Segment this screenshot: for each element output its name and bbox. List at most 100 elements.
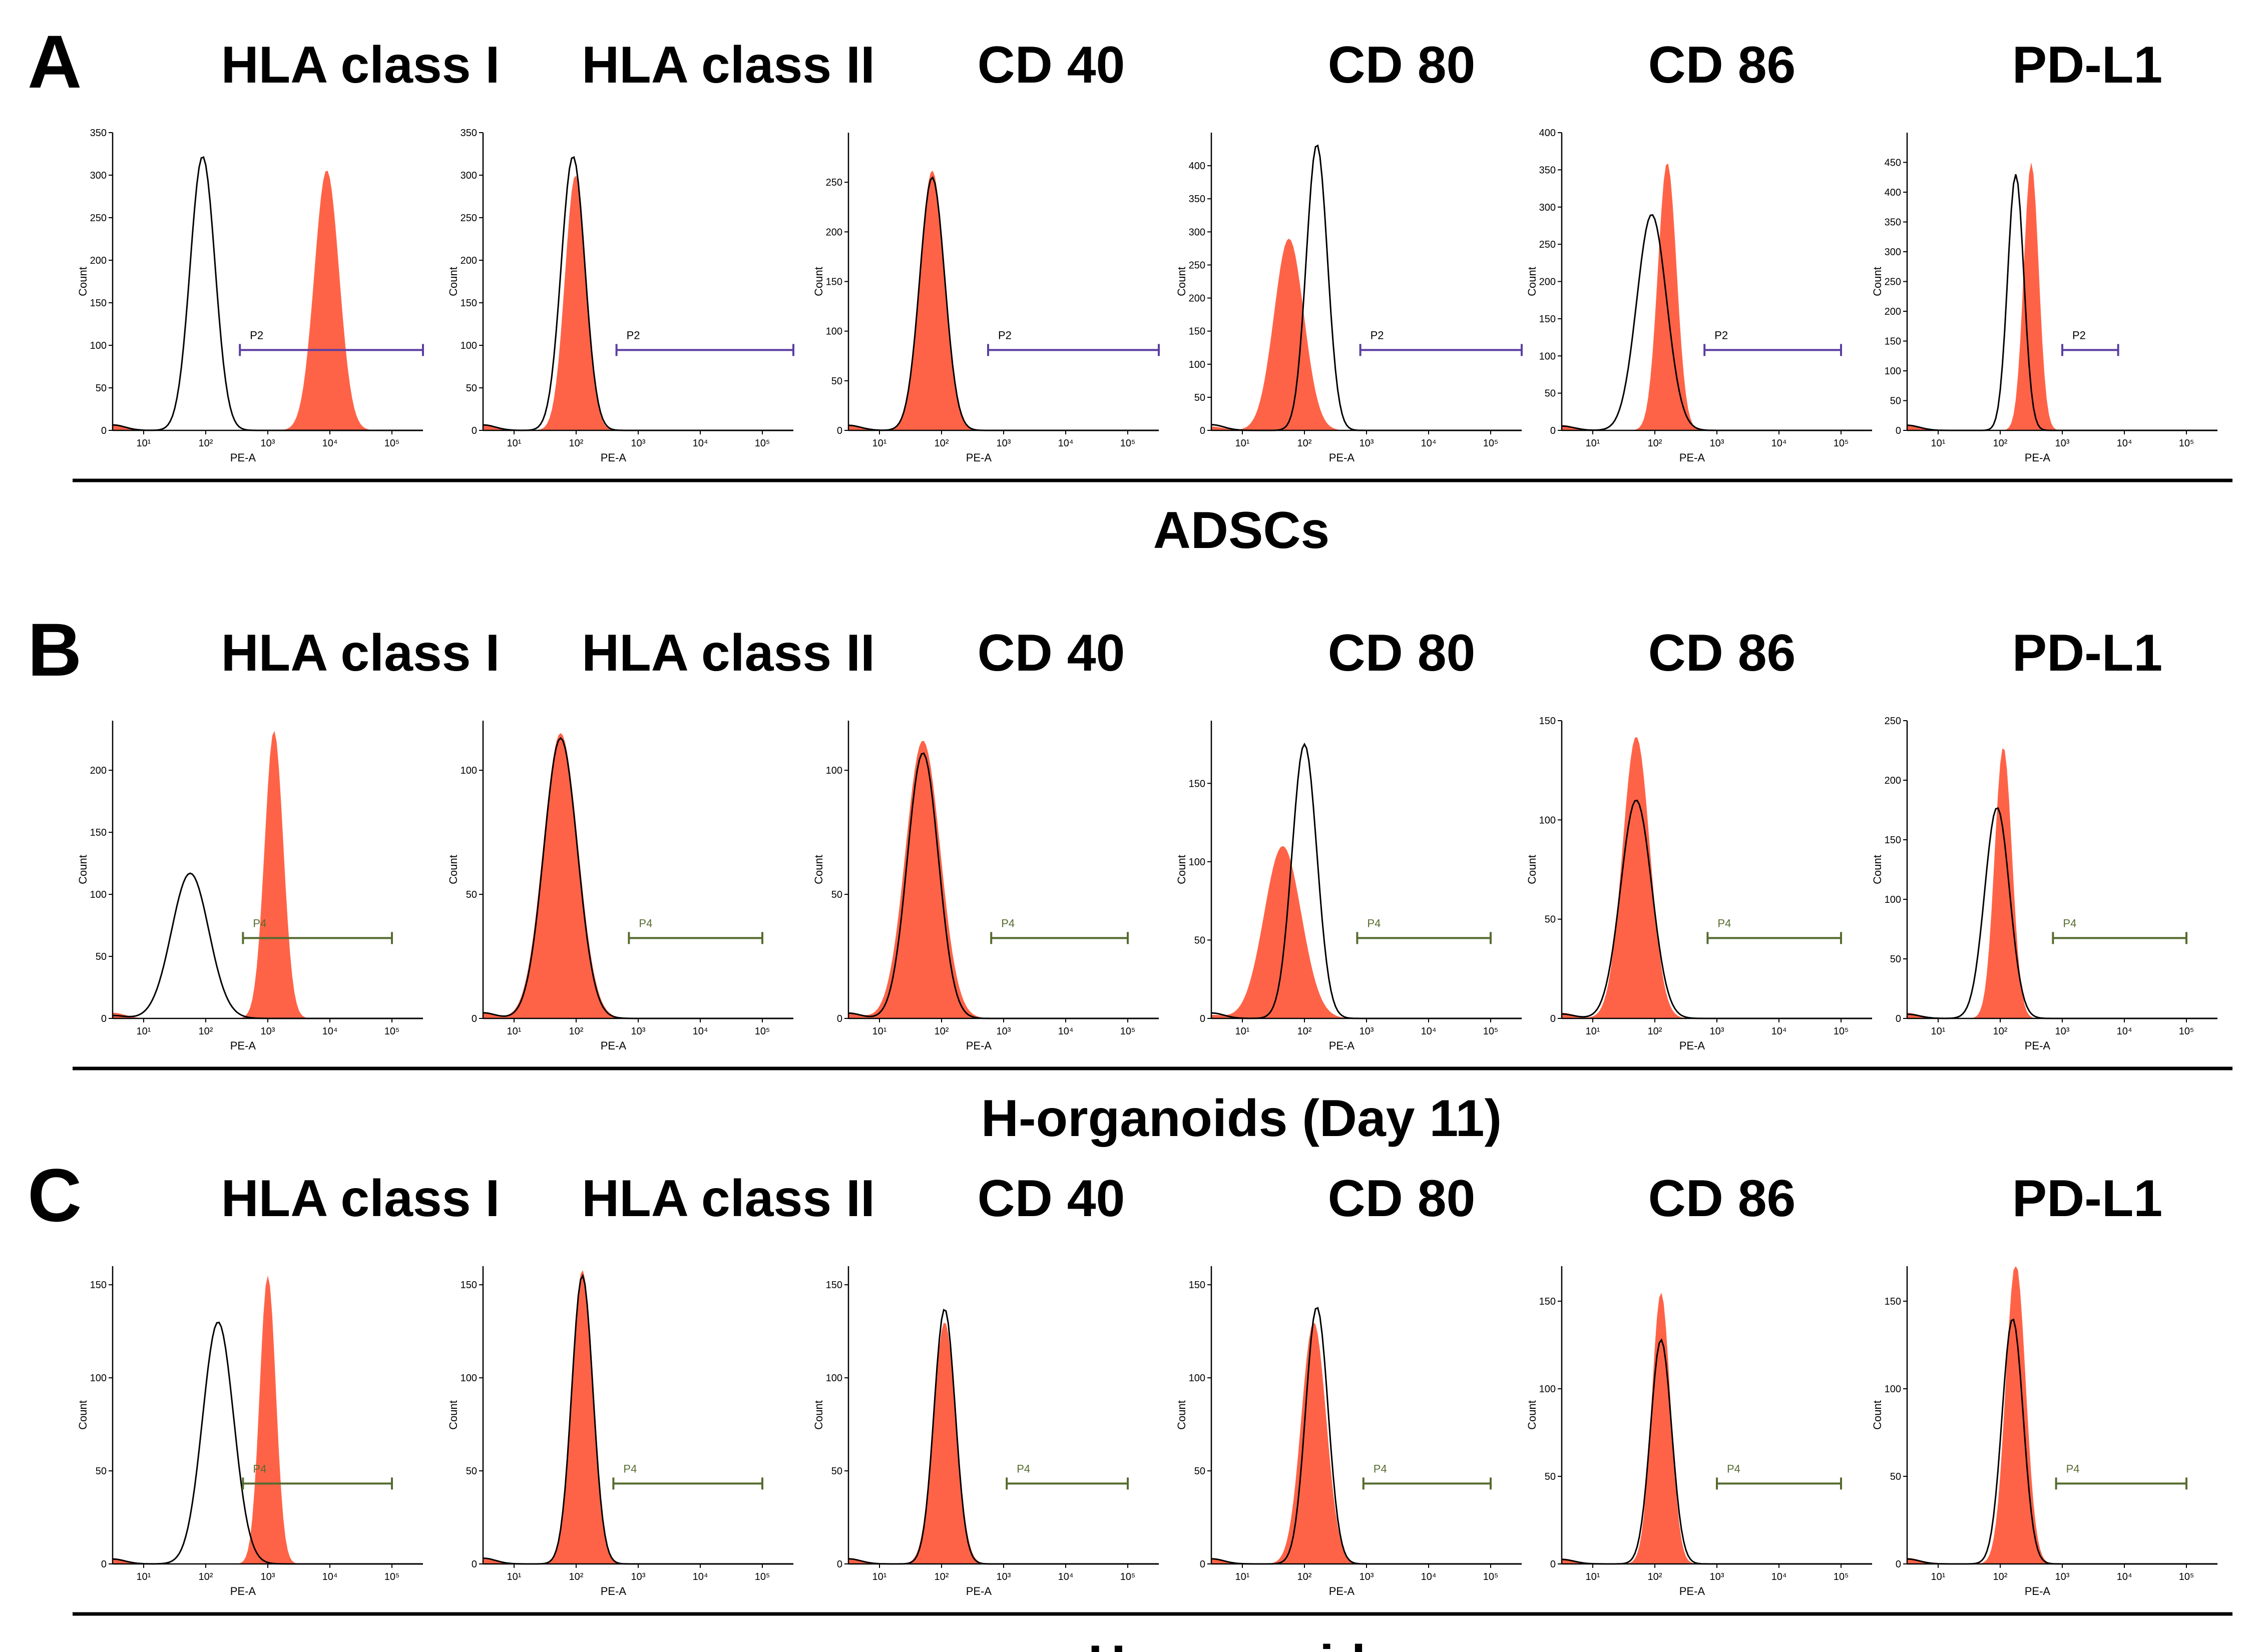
x-tick-label: 10²	[1297, 1571, 1312, 1582]
x-tick-label: 10⁴	[1058, 1026, 1074, 1037]
x-tick-label: 10²	[935, 1026, 949, 1037]
x-tick-label: 10¹	[507, 1571, 522, 1582]
y-axis-label: Count	[1175, 1400, 1188, 1430]
y-tick-label: 50	[1545, 1471, 1556, 1482]
marker-label: CD 86	[1648, 624, 1796, 682]
y-tick-label: 150	[1189, 326, 1205, 337]
y-tick-label: 50	[1890, 396, 1901, 407]
x-tick-label: 10²	[1993, 1571, 2008, 1582]
x-tick-label: 10¹	[137, 1026, 151, 1037]
x-tick-label: 10⁵	[1834, 438, 1849, 449]
x-tick-label: 10²	[1648, 1026, 1662, 1037]
y-tick-label: 100	[1189, 359, 1205, 370]
histogram-b-6: PD-L1 0 50 100 150 200 250 10¹ 10² 10³ 10⁴ 10⁵ PE-A C…	[1871, 624, 2217, 1052]
x-tick-label: 10²	[199, 1571, 213, 1582]
y-tick-label: 200	[461, 255, 477, 266]
x-tick-label: 10¹	[1586, 1571, 1600, 1582]
marker-label: HLA class I	[221, 36, 500, 94]
y-tick-label: 350	[1539, 165, 1556, 176]
x-axis-label: PE-A	[966, 1585, 992, 1597]
x-tick-label: 10³	[1360, 1571, 1374, 1582]
x-tick-label: 10³	[1710, 1571, 1724, 1582]
x-tick-label: 10²	[569, 1571, 584, 1582]
y-tick-label: 150	[1539, 716, 1556, 727]
y-tick-label: 100	[1189, 857, 1205, 868]
y-tick-label: 150	[1539, 1296, 1556, 1307]
marker-label: CD 80	[1328, 624, 1476, 682]
y-tick-label: 300	[1189, 227, 1205, 238]
x-tick-label: 10³	[1710, 1026, 1724, 1037]
histogram-b-4: CD 80 0 50 100 150 10¹ 10² 10³ 10⁴ 10⁵ PE-A Count P4	[1175, 624, 1522, 1052]
x-tick-label: 10³	[261, 1571, 275, 1582]
marker-label: CD 40	[978, 36, 1125, 94]
stained-histogram-fill	[483, 175, 793, 430]
y-tick-label: 200	[826, 227, 842, 238]
y-tick-label: 150	[90, 1280, 107, 1291]
x-axis-label: PE-A	[1329, 1039, 1355, 1052]
histogram-a-6: PD-L1 0 50 100 150 200 250 300 350 400 450 10¹ 10² 10…	[1871, 36, 2217, 464]
y-tick-label: 100	[1539, 815, 1556, 826]
x-tick-label: 10⁵	[1120, 1026, 1136, 1037]
y-axis-label: Count	[1871, 267, 1884, 296]
x-tick-label: 10¹	[1235, 1571, 1250, 1582]
x-tick-label: 10³	[2055, 1026, 2070, 1037]
x-tick-label: 10⁴	[322, 1571, 338, 1582]
stained-histogram-fill	[113, 1275, 423, 1564]
marker-label: HLA class II	[582, 1170, 875, 1228]
y-tick-label: 0	[101, 1559, 107, 1570]
marker-label: HLA class II	[582, 624, 875, 682]
y-tick-label: 150	[1189, 1280, 1205, 1291]
y-tick-label: 0	[101, 425, 107, 436]
y-tick-label: 100	[90, 889, 107, 900]
y-tick-label: 200	[90, 765, 107, 776]
gate-label: P2	[2072, 329, 2086, 341]
x-tick-label: 10¹	[507, 438, 522, 449]
y-axis-label: Count	[77, 267, 89, 296]
y-tick-label: 150	[826, 277, 842, 288]
x-tick-label: 10⁵	[1834, 1571, 1849, 1582]
y-tick-label: 200	[1539, 277, 1556, 288]
y-tick-label: 400	[1885, 187, 1901, 198]
y-tick-label: 200	[1885, 306, 1901, 317]
x-tick-label: 10¹	[1931, 438, 1946, 449]
y-tick-label: 100	[1539, 351, 1556, 362]
marker-label: PD-L1	[2012, 1170, 2162, 1228]
x-tick-label: 10⁵	[755, 1571, 770, 1582]
x-tick-label: 10⁴	[1771, 1026, 1787, 1037]
y-tick-label: 50	[96, 1466, 107, 1477]
x-tick-label: 10¹	[1586, 1026, 1600, 1037]
histogram-b-5: CD 86 0 50 100 150 10¹ 10² 10³ 10⁴ 10⁵ PE-A Count P4	[1526, 624, 1872, 1052]
y-tick-label: 0	[1200, 425, 1205, 436]
gate-label: P4	[1017, 1462, 1030, 1475]
x-tick-label: 10⁴	[1421, 1571, 1437, 1582]
y-axis-label: Count	[447, 267, 460, 296]
x-tick-label: 10¹	[1235, 1026, 1250, 1037]
section-title: ADSCs	[1153, 501, 1330, 560]
y-tick-label: 100	[1189, 1373, 1205, 1384]
marker-label: CD 86	[1648, 36, 1796, 94]
x-tick-label: 10¹	[1586, 438, 1600, 449]
histogram-b-1: HLA class I 0 50 100 150 200 10¹ 10² 10³ 10⁴ 10⁵ PE…	[77, 624, 500, 1052]
stained-histogram-fill	[1562, 737, 1872, 1018]
y-tick-label: 100	[90, 1373, 107, 1384]
x-tick-label: 10²	[199, 438, 213, 449]
x-tick-label: 10⁴	[1771, 1571, 1787, 1582]
y-tick-label: 300	[90, 170, 107, 181]
histogram-c-5: CD 86 0 50 100 150 10¹ 10² 10³ 10⁴ 10⁵ PE-A Count P4	[1526, 1170, 1872, 1597]
x-tick-label: 10³	[631, 438, 646, 449]
x-tick-label: 10²	[1993, 438, 2008, 449]
gate-label: P4	[253, 917, 266, 929]
x-tick-label: 10⁴	[2117, 1571, 2132, 1582]
y-tick-label: 50	[1194, 392, 1205, 403]
y-tick-label: 0	[1200, 1013, 1205, 1024]
panel-letter-c: C	[28, 1153, 82, 1237]
panels-layer: A HLA class I 0 50 100 150 200 250 300 350 10¹ 10² 1…	[28, 20, 2232, 1652]
x-tick-label: 10²	[569, 438, 584, 449]
y-axis-label: Count	[1526, 855, 1538, 884]
y-tick-label: 400	[1189, 161, 1205, 172]
x-axis-label: PE-A	[230, 1585, 256, 1597]
gate-label: P4	[623, 1462, 637, 1475]
y-tick-label: 300	[1885, 247, 1901, 258]
y-axis-label: Count	[447, 1400, 460, 1430]
y-tick-label: 50	[466, 1466, 477, 1477]
